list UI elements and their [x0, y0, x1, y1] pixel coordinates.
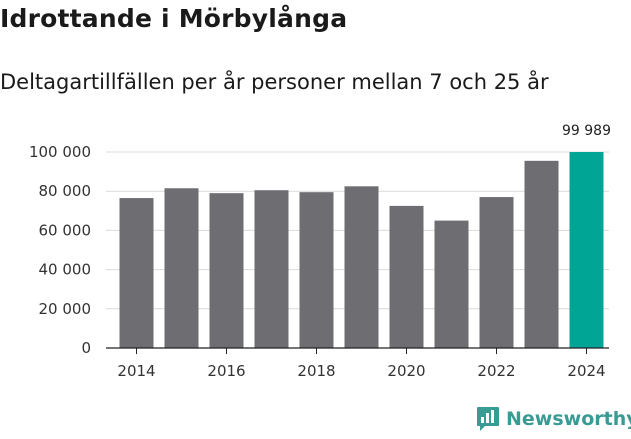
data-label-2024: 99 989 — [562, 123, 611, 139]
x-tick-label: 2022 — [477, 362, 515, 380]
bar-2015 — [164, 188, 199, 348]
bar-2016 — [209, 193, 244, 348]
y-tick-label: 20 000 — [39, 300, 92, 318]
y-tick-label: 100 000 — [29, 143, 91, 161]
bar-2022 — [479, 197, 514, 348]
y-tick-label: 40 000 — [39, 261, 92, 279]
x-tick-label: 2014 — [117, 362, 155, 380]
bar-2021 — [434, 220, 469, 348]
bar-2023 — [524, 160, 559, 348]
bar-2024 — [569, 152, 604, 348]
chart-title: Idrottande i Mörbylånga — [0, 4, 348, 33]
bar-2017 — [254, 190, 289, 348]
y-tick-label: 0 — [81, 339, 91, 357]
brand-name: Newsworthy — [506, 408, 631, 430]
x-tick-label: 2024 — [567, 362, 605, 380]
x-tick-label: 2020 — [387, 362, 425, 380]
chart-subtitle: Deltagartillfällen per år personer mella… — [0, 70, 549, 94]
x-tick-label: 2016 — [207, 362, 245, 380]
bar-2014 — [119, 198, 154, 348]
bar-2019 — [344, 186, 379, 348]
bar-2020 — [389, 205, 424, 348]
x-tick-label: 2018 — [297, 362, 335, 380]
bar-2018 — [299, 192, 334, 348]
chart-speech-bubble-icon — [477, 407, 499, 431]
y-tick-label: 80 000 — [39, 182, 92, 200]
y-tick-label: 60 000 — [39, 221, 92, 239]
newsworthy-logo: Newsworthy — [476, 406, 631, 432]
